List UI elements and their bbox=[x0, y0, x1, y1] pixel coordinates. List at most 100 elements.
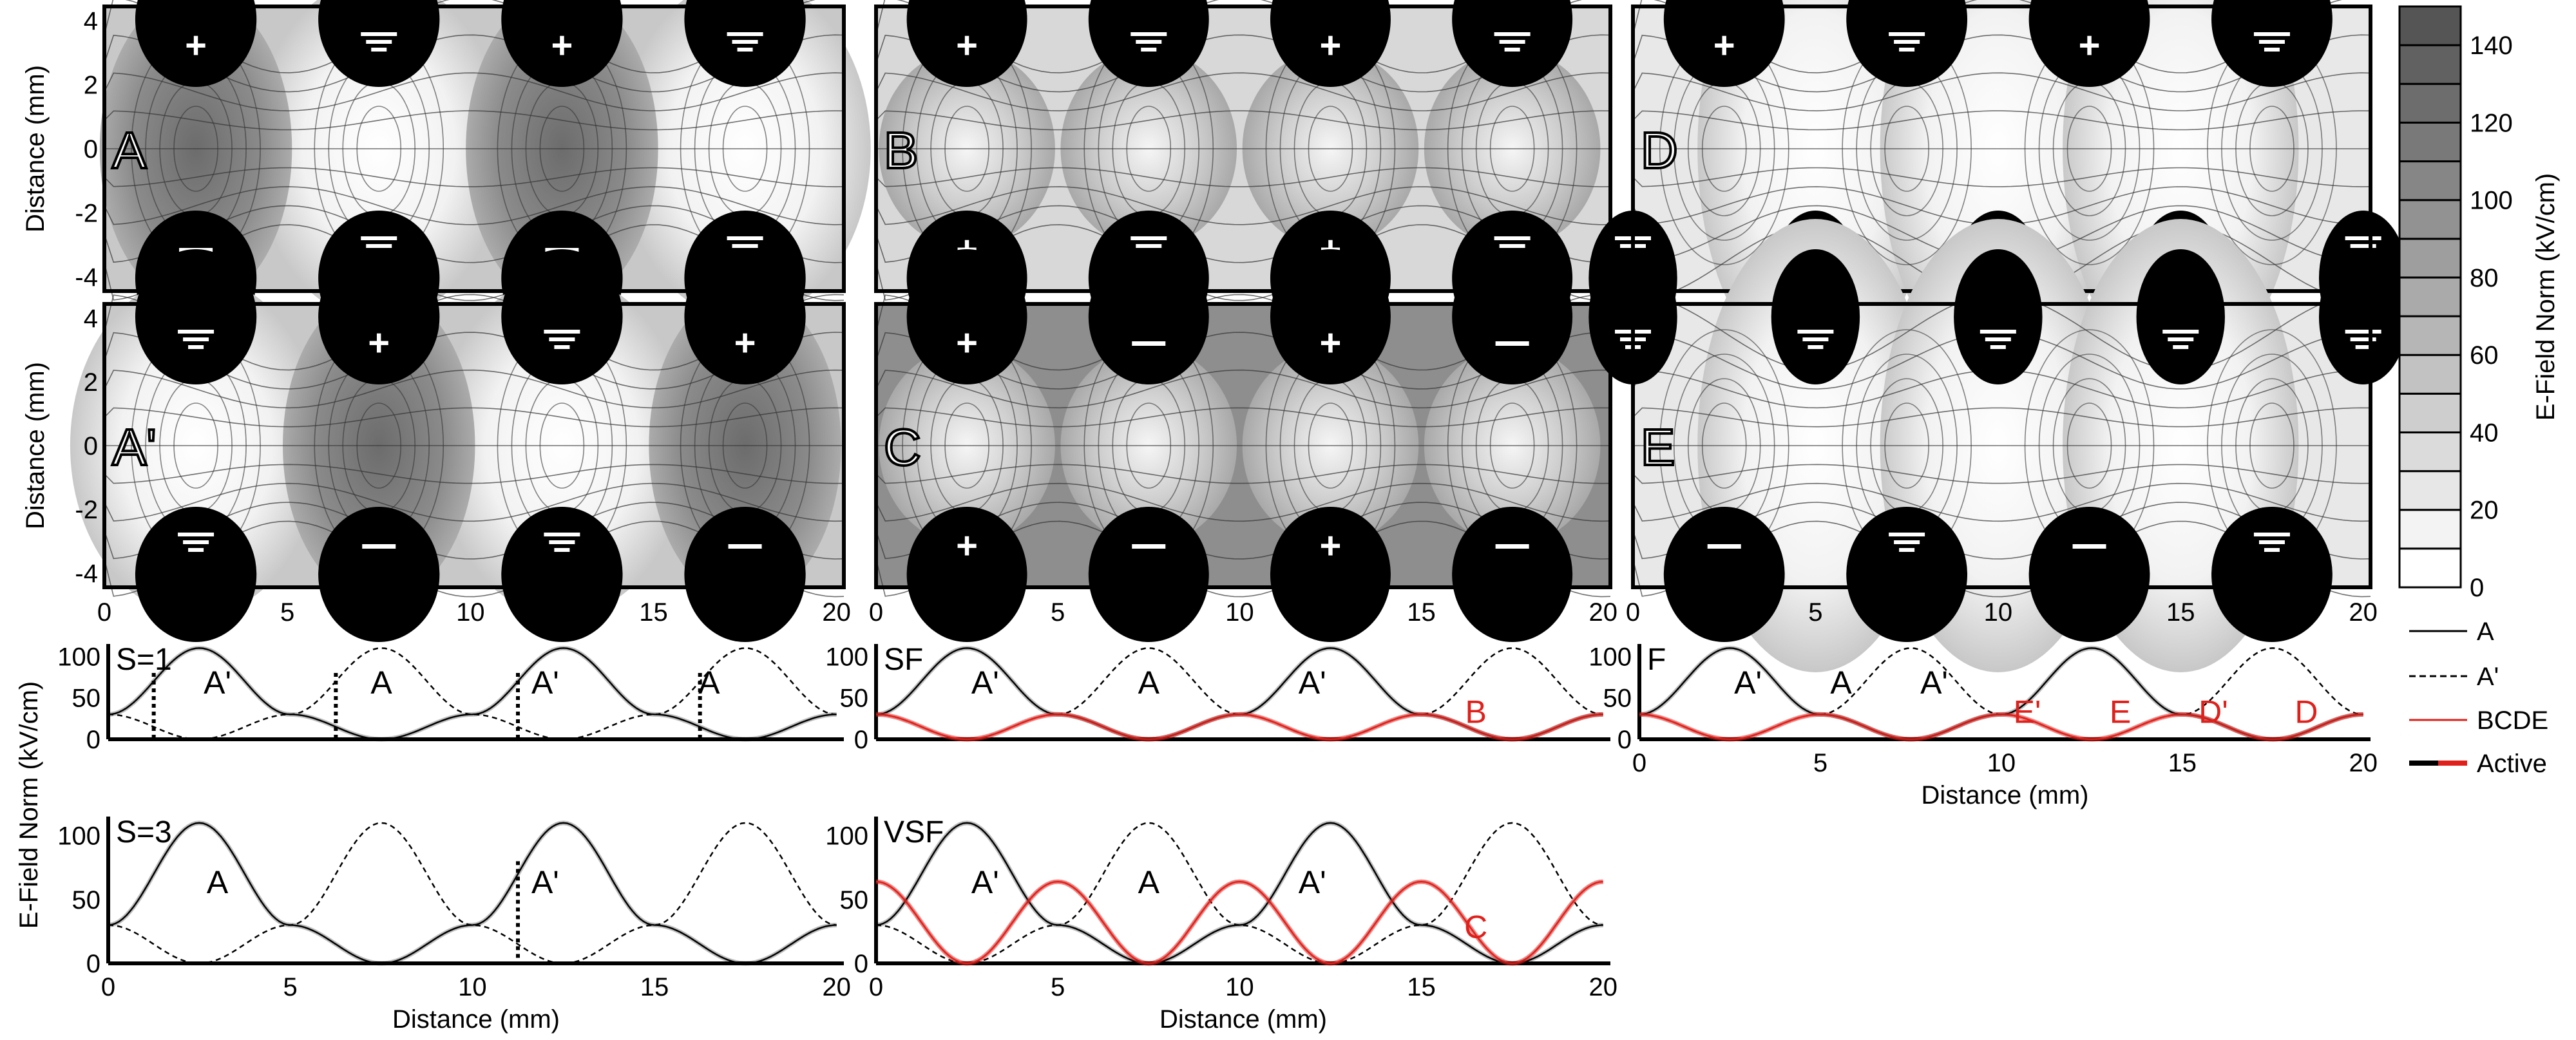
region-label: A' bbox=[971, 864, 999, 900]
plus-symbol: + bbox=[1320, 322, 1342, 364]
colorbar-segment bbox=[2398, 315, 2462, 356]
y-tick-label: 2 bbox=[84, 71, 98, 100]
contour-line bbox=[1632, 110, 2371, 131]
plus-symbol: + bbox=[2079, 24, 2101, 66]
region-label: A bbox=[207, 864, 229, 900]
legend: A A' BCDE Active bbox=[2409, 618, 2548, 778]
panel-label: C bbox=[884, 419, 921, 476]
contour-line bbox=[104, 464, 844, 484]
ground-icon bbox=[1980, 330, 2016, 349]
ground-bar bbox=[178, 330, 215, 334]
x-tick-label: 0 bbox=[869, 973, 883, 1001]
region-label: A bbox=[1138, 665, 1160, 701]
y-tick-label: -2 bbox=[75, 496, 98, 524]
electrode bbox=[906, 507, 1027, 642]
ground-bar bbox=[361, 32, 397, 36]
colorbar-segment bbox=[2398, 431, 2462, 473]
x-tick-label: 10 bbox=[1225, 973, 1254, 1001]
panel-frame bbox=[1631, 302, 2372, 589]
electrode bbox=[2028, 507, 2150, 642]
region-label: A' bbox=[531, 864, 559, 900]
y-tick-label: 0 bbox=[86, 726, 100, 754]
electrode bbox=[318, 507, 440, 642]
x-tick-label: 5 bbox=[1051, 973, 1065, 1001]
contour-line bbox=[1701, 402, 1747, 489]
y-tick-label: 100 bbox=[825, 643, 868, 671]
panel-frame bbox=[102, 5, 846, 293]
colorbar-tick-label: 140 bbox=[2470, 32, 2513, 60]
x-tick-label: 20 bbox=[822, 973, 851, 1001]
ground-bar bbox=[188, 345, 204, 349]
x-tick-label: 5 bbox=[1808, 598, 1822, 627]
ground-icon bbox=[1889, 533, 1925, 552]
legend-label: Active bbox=[2477, 750, 2547, 778]
ground-icon bbox=[1797, 330, 1834, 349]
ground-bar bbox=[544, 533, 580, 536]
ground-icon bbox=[1131, 32, 1167, 52]
minus-symbol bbox=[1132, 341, 1166, 346]
ground-bar bbox=[1131, 32, 1167, 36]
y-tick-label: 4 bbox=[84, 7, 98, 35]
electrode bbox=[1088, 249, 1209, 384]
panel-label: A bbox=[112, 122, 147, 179]
panel-frame bbox=[874, 5, 1612, 293]
ground-bar bbox=[2350, 244, 2376, 248]
minus-symbol bbox=[1132, 544, 1166, 549]
colorbar-tick-label: 0 bbox=[2470, 574, 2484, 602]
legend-item-active: Active bbox=[2409, 750, 2547, 778]
x-tick-label: 0 bbox=[97, 598, 111, 627]
ground-bar bbox=[732, 40, 758, 44]
ground-icon bbox=[1494, 32, 1531, 52]
ground-bar bbox=[554, 345, 570, 349]
field-map-panel-C: + + + + C 0 5 10 15 20 bbox=[869, 249, 1617, 642]
ground-icon bbox=[2345, 330, 2381, 349]
series-line-A bbox=[108, 822, 837, 965]
contour-line bbox=[875, 110, 1611, 131]
active-segment bbox=[875, 820, 1603, 966]
region-label: D' bbox=[2199, 694, 2228, 730]
panel-label: S=3 bbox=[116, 815, 172, 849]
contour-line bbox=[1632, 464, 2371, 484]
y-tick-label: 100 bbox=[825, 822, 868, 851]
active-segment-red bbox=[875, 879, 1604, 966]
region-label: A' bbox=[1299, 864, 1326, 900]
ground-bar bbox=[727, 236, 763, 240]
profile-plot-SF: SF A' A A' B 100 50 0 bbox=[825, 643, 1610, 754]
ground-bar bbox=[1131, 236, 1167, 240]
x-tick-label: 10 bbox=[456, 598, 485, 627]
ground-bar bbox=[1802, 337, 1829, 341]
minus-symbol bbox=[728, 544, 762, 549]
x-axis-label: Distance (mm) bbox=[1159, 1005, 1327, 1034]
active-segment-red bbox=[1639, 712, 2363, 742]
region-label: A' bbox=[531, 665, 559, 701]
x-tick-label: 5 bbox=[1051, 598, 1065, 627]
electrode bbox=[1663, 507, 1785, 642]
colorbar-segment bbox=[2398, 547, 2462, 589]
profile-plot-S1: S=1 A' A A' A 100 50 0 bbox=[57, 643, 844, 754]
contour-line bbox=[104, 407, 844, 428]
region-label: A' bbox=[1299, 665, 1326, 701]
region-label: B bbox=[1465, 694, 1487, 730]
contour-line bbox=[2249, 402, 2295, 489]
colorbar-segment bbox=[2398, 5, 2462, 46]
colorbar-segment bbox=[2398, 82, 2462, 124]
contour-line bbox=[1126, 106, 1172, 192]
ground-icon bbox=[178, 330, 215, 349]
plus-symbol: + bbox=[1320, 24, 1342, 66]
panel-label: VSF bbox=[884, 815, 944, 849]
region-label: A bbox=[1138, 864, 1160, 900]
x-tick-label: 10 bbox=[458, 973, 487, 1001]
y-axis-label: Distance (mm) bbox=[21, 362, 50, 529]
y-tick-label: -4 bbox=[75, 263, 98, 292]
series-line-A bbox=[108, 647, 837, 741]
ground-bar bbox=[178, 533, 215, 536]
ground-bar bbox=[1136, 244, 1162, 248]
ground-bar bbox=[1889, 32, 1925, 36]
ground-bar bbox=[183, 540, 209, 544]
ground-bar bbox=[2162, 330, 2199, 334]
y-tick-label: 2 bbox=[84, 368, 98, 397]
ground-icon bbox=[2162, 330, 2199, 349]
electrode bbox=[906, 249, 1027, 384]
contour-line bbox=[1632, 167, 2371, 187]
electrode bbox=[1452, 249, 1573, 384]
